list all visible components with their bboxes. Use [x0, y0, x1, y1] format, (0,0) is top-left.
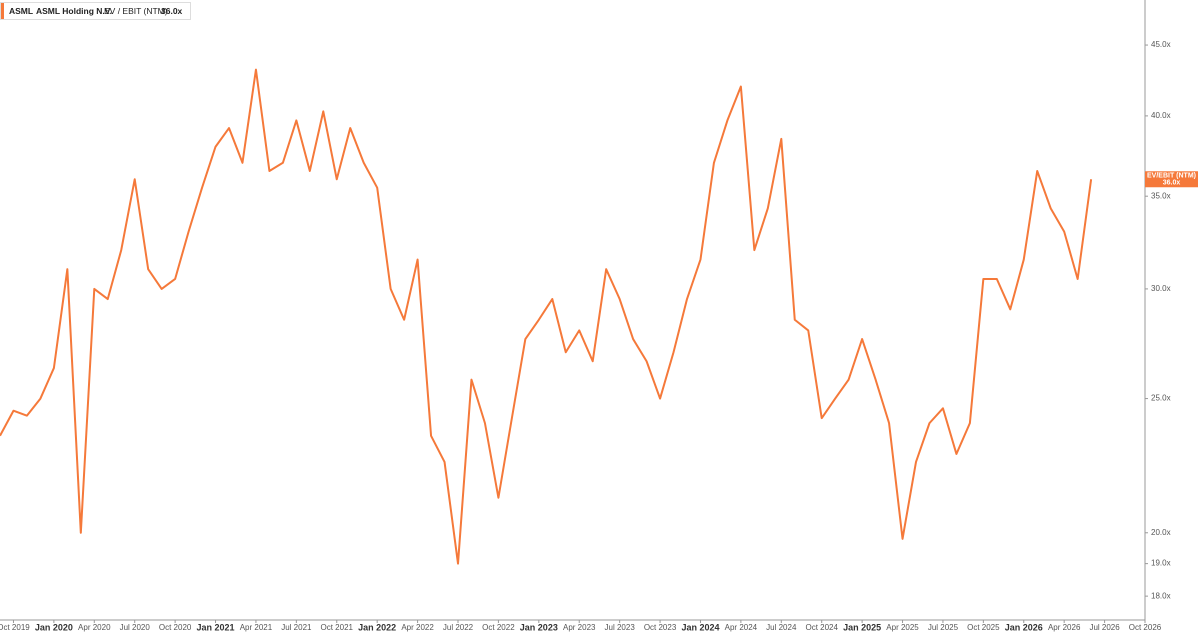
- x-tick-label: Jan 2020: [35, 622, 73, 632]
- x-tick-label: Oct 2021: [321, 623, 354, 632]
- legend-ticker: ASML: [9, 6, 33, 16]
- x-tick-label: Jul 2026: [1089, 623, 1120, 632]
- y-tick-label: 20.0x: [1151, 528, 1171, 537]
- legend-value: 36.0x: [161, 6, 183, 16]
- legend: ASML ASML Holding N.V. EV / EBIT (NTM) 3…: [0, 2, 191, 20]
- x-tick-label: Apr 2025: [886, 623, 919, 632]
- x-tick-label: Apr 2021: [240, 623, 273, 632]
- y-tick-label: 18.0x: [1151, 591, 1171, 600]
- x-tick-label: Apr 2024: [725, 623, 758, 632]
- legend-company: ASML Holding N.V.: [36, 6, 112, 16]
- y-tick-label: 45.0x: [1151, 40, 1171, 49]
- y-tick-label: 35.0x: [1151, 191, 1171, 200]
- x-tick-label: Jan 2024: [681, 622, 719, 632]
- tag-value: 36.0x: [1163, 180, 1181, 187]
- x-tick-label: Oct 2025: [967, 623, 1000, 632]
- tag-label: EV/EBIT (NTM): [1147, 173, 1196, 180]
- tag-box: [1145, 171, 1198, 188]
- x-tick-label: Apr 2020: [78, 623, 111, 632]
- x-tick-label: Apr 2026: [1048, 623, 1081, 632]
- x-tick-label: Oct 2019: [0, 623, 30, 632]
- x-tick-label: Oct 2022: [482, 623, 515, 632]
- x-tick-label: Oct 2020: [159, 623, 192, 632]
- x-tick-label: Jan 2022: [358, 622, 396, 632]
- x-tick-label: Oct 2023: [644, 623, 677, 632]
- x-tick-label: Jul 2021: [281, 623, 312, 632]
- x-tick-label: Jul 2024: [766, 623, 797, 632]
- legend-series: EV / EBIT (NTM): [104, 6, 168, 16]
- x-tick-label: Apr 2023: [563, 623, 596, 632]
- x-tick-label: Jan 2021: [197, 622, 235, 632]
- x-tick-label: Oct 2024: [805, 623, 838, 632]
- x-tick-label: Jul 2025: [928, 623, 959, 632]
- y-tick-label: 40.0x: [1151, 111, 1171, 120]
- x-tick-label: Apr 2022: [401, 623, 434, 632]
- x-tick-label: Jul 2020: [120, 623, 151, 632]
- y-tick-label: 30.0x: [1151, 284, 1171, 293]
- x-tick-label: Jan 2025: [843, 622, 881, 632]
- legend-swatch: [1, 3, 4, 19]
- y-tick-label: 19.0x: [1151, 559, 1171, 568]
- x-tick-label: Jul 2022: [443, 623, 474, 632]
- x-tick-label: Jan 2023: [520, 622, 558, 632]
- last-value-tag: EV/EBIT (NTM)36.0x: [1145, 171, 1198, 188]
- x-tick-label: Jan 2026: [1005, 622, 1043, 632]
- series-line: [0, 68, 1093, 565]
- y-tick-label: 25.0x: [1151, 394, 1171, 403]
- x-tick-label: Oct 2026: [1129, 623, 1162, 632]
- legend-box: [0, 2, 191, 20]
- x-tick-label: Jul 2023: [605, 623, 636, 632]
